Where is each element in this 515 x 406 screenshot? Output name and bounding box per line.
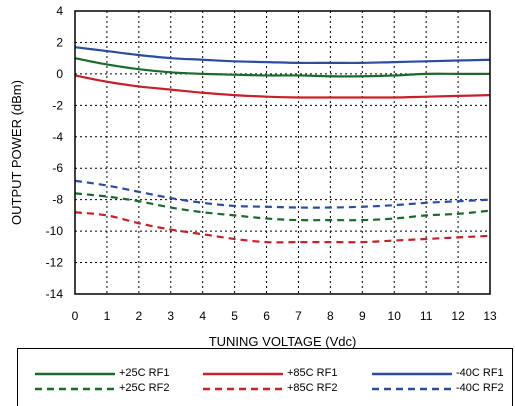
legend-item-25c-rf2: +25C RF2	[35, 382, 185, 396]
y-tick-label-9: -14	[46, 287, 64, 301]
chart: 420-2-4-6-8-10-12-14 0 1 2 3 4 5 6 7 8 9 10 11 12 13 …	[9, 4, 497, 349]
y-tick-label-2: 0	[56, 67, 63, 81]
series-line-25c-rf1	[74, 57, 490, 78]
series-line-85c-rf1	[74, 74, 491, 99]
legend-swatch-85c-rf2	[203, 387, 283, 391]
x-tick-label-3: 3	[167, 309, 174, 323]
x-axis-label: TUNING VOLTAGE (Vdc)	[209, 334, 357, 349]
legend-item-85c-rf1: +85C RF1	[203, 367, 353, 381]
x-tick-labels: 0 1 2 3 4 5 6 7 8 9 10 11 12 13	[72, 309, 497, 323]
series-line-40c-rf2	[74, 179, 491, 209]
x-tick-label-10: 10	[388, 309, 402, 323]
legend-label-85c-rf2: +85C RF2	[287, 382, 338, 394]
series-line-40c-rf1	[74, 46, 491, 65]
legend-item-40c-rf2: -40C RF2	[372, 382, 515, 396]
legend: +25C RF1 +25C RF2 +85C RF1 +85C RF2 -40C RF1…	[17, 348, 513, 406]
x-tick-label-1: 1	[104, 309, 111, 323]
legend-label-25c-rf2: +25C RF2	[119, 382, 170, 394]
y-tick-label-1: 2	[56, 35, 63, 49]
y-axis-label: OUTPUT POWER (dBm)	[9, 80, 24, 225]
y-tick-label-0: 4	[56, 4, 63, 18]
x-tick-label-13: 13	[483, 309, 497, 323]
legend-label-25c-rf1: +25C RF1	[119, 367, 170, 379]
y-tick-label-6: -8	[52, 193, 63, 207]
y-tick-label-8: -12	[46, 256, 64, 270]
x-tick-label-0: 0	[72, 309, 79, 323]
x-tick-label-12: 12	[451, 309, 465, 323]
legend-label-40c-rf1: -40C RF1	[456, 367, 504, 379]
series-layer	[74, 46, 491, 244]
legend-item-85c-rf2: +85C RF2	[203, 382, 353, 396]
legend-swatch-40c-rf2	[372, 387, 452, 391]
y-tick-label-3: -2	[52, 98, 63, 112]
x-tick-label-2: 2	[136, 309, 143, 323]
x-tick-label-4: 4	[199, 309, 206, 323]
legend-swatch-25c-rf2	[35, 387, 115, 391]
legend-item-25c-rf1: +25C RF1	[35, 367, 185, 381]
plot-frame	[74, 10, 491, 295]
series-line-25c-rf2	[74, 192, 491, 222]
legend-swatch-40c-rf1	[372, 372, 452, 376]
legend-label-40c-rf2: -40C RF2	[456, 382, 504, 394]
x-tick-label-6: 6	[263, 309, 270, 323]
x-tick-label-11: 11	[420, 309, 433, 323]
x-tick-label-5: 5	[231, 309, 238, 323]
series-line-85c-rf2	[74, 211, 491, 244]
y-tick-label-5: -6	[52, 161, 63, 175]
legend-swatch-85c-rf1	[203, 372, 283, 376]
legend-swatch-25c-rf1	[35, 372, 115, 376]
x-tick-label-8: 8	[327, 309, 334, 323]
x-tick-label-7: 7	[295, 309, 302, 323]
y-tick-labels: 4 2 0 -2 -4 -6 -8 -10 -12 -14	[46, 4, 64, 301]
grid	[75, 11, 490, 294]
legend-item-40c-rf1: -40C RF1	[372, 367, 515, 381]
x-tick-label-9: 9	[359, 309, 366, 323]
legend-label-85c-rf1: +85C RF1	[287, 367, 338, 379]
y-tick-label-7: -10	[46, 224, 64, 238]
y-tick-label-4: -4	[52, 130, 63, 144]
